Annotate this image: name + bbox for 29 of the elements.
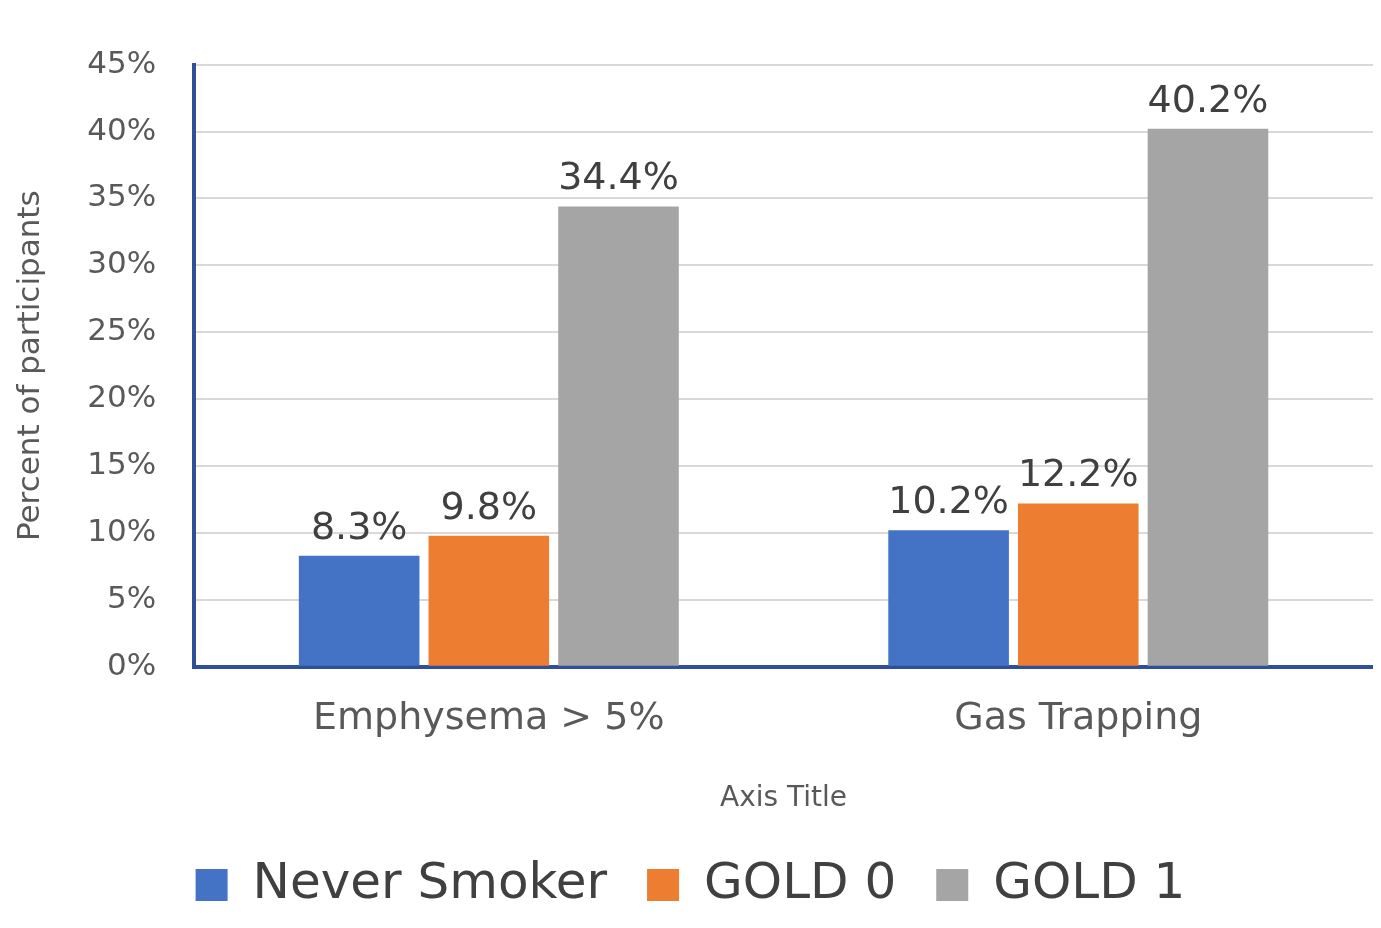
data-label: 12.2% (1017, 451, 1139, 496)
x-tick-label: Gas Trapping (954, 694, 1203, 739)
bar (298, 555, 420, 666)
y-tick-label: 30% (87, 244, 157, 281)
bar (1147, 128, 1269, 666)
y-tick-label: 5% (106, 578, 157, 615)
bar (558, 206, 679, 666)
y-tick-label: 45% (87, 43, 157, 80)
y-tick-label: 0% (106, 645, 157, 682)
data-label: 8.3% (310, 503, 408, 548)
x-tick-label: Emphysema > 5% (313, 694, 665, 739)
legend-label: GOLD 0 (704, 851, 897, 910)
legend-label: GOLD 1 (993, 851, 1186, 910)
y-tick-label: 25% (87, 311, 157, 348)
y-tick-label: 40% (87, 110, 157, 147)
bar (888, 530, 1009, 666)
data-label: 9.8% (440, 483, 538, 528)
x-axis-title: Axis Title (720, 780, 848, 814)
y-tick-label: 35% (87, 177, 157, 214)
data-label: 10.2% (888, 478, 1009, 523)
y-axis-title: Percent of participants (9, 190, 46, 542)
data-label: 40.2% (1147, 76, 1269, 121)
y-tick-label: 15% (87, 445, 157, 482)
legend-label: Never Smoker (252, 851, 608, 910)
bar (428, 535, 550, 666)
bar (1017, 503, 1139, 666)
data-label: 34.4% (558, 154, 679, 199)
y-tick-label: 10% (87, 512, 157, 549)
y-tick-label: 20% (87, 378, 157, 415)
